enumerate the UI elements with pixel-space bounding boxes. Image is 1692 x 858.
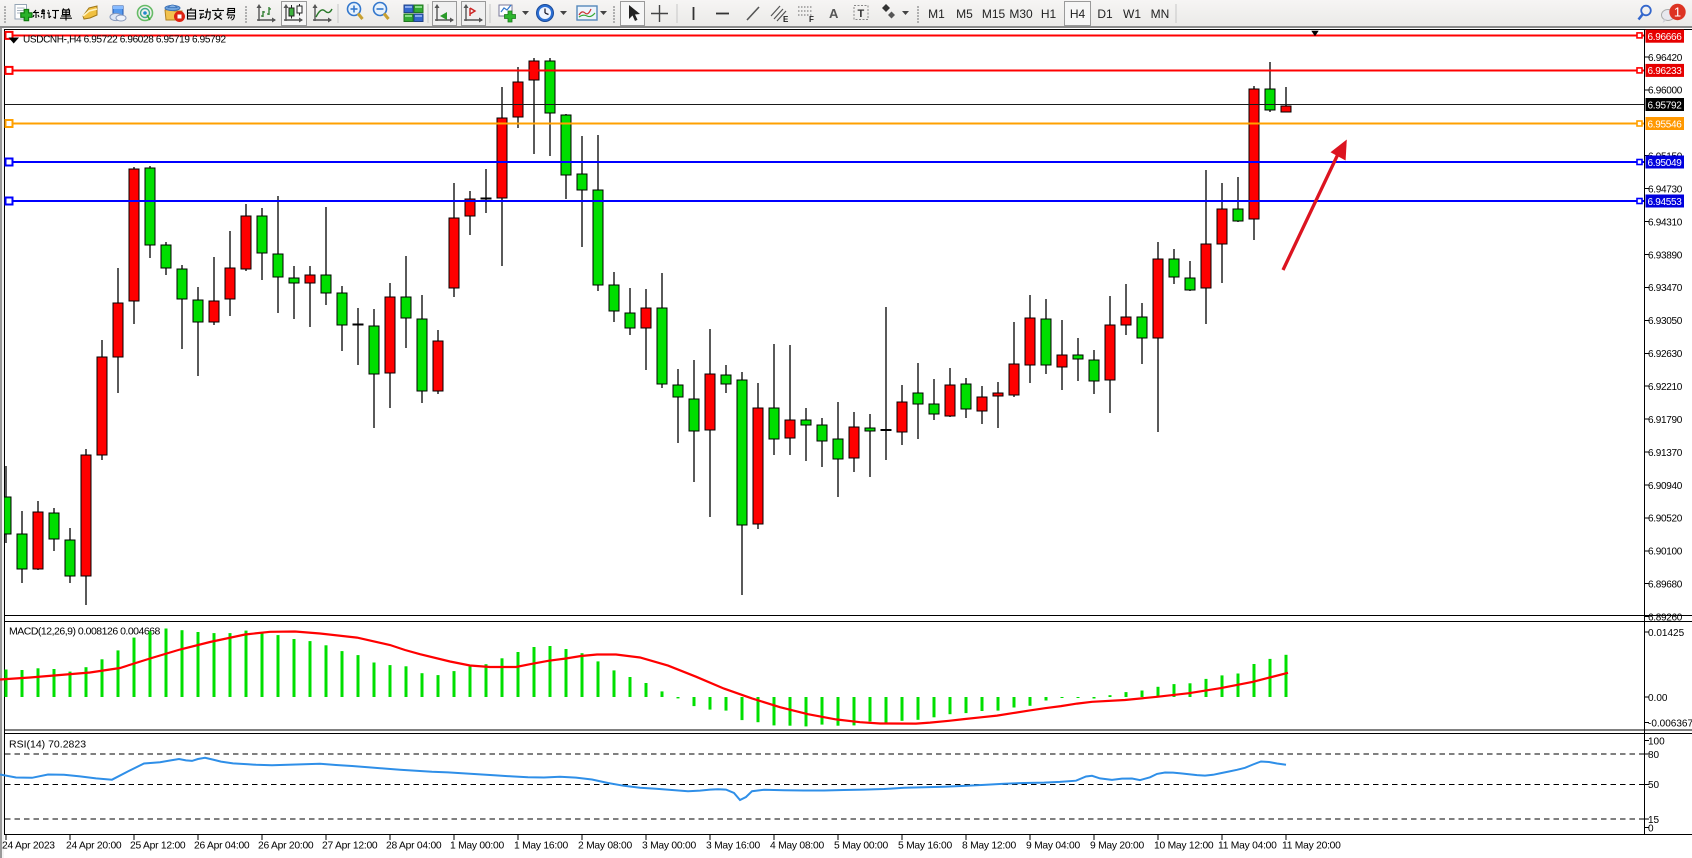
svg-text:1: 1 <box>1674 5 1681 20</box>
svg-text:6.93050: 6.93050 <box>1648 316 1683 327</box>
svg-text:6.92210: 6.92210 <box>1648 382 1683 393</box>
svg-text:26 Apr 04:00: 26 Apr 04:00 <box>194 841 250 852</box>
svg-text:M5: M5 <box>956 7 973 21</box>
svg-text:10 May 12:00: 10 May 12:00 <box>1154 841 1214 852</box>
svg-text:6.94310: 6.94310 <box>1648 217 1683 228</box>
svg-text:4 May 08:00: 4 May 08:00 <box>770 841 824 852</box>
svg-text:11 May 20:00: 11 May 20:00 <box>1282 841 1341 852</box>
svg-text:T: T <box>858 8 865 20</box>
svg-text:H4: H4 <box>1070 7 1086 21</box>
svg-text:8 May 12:00: 8 May 12:00 <box>962 841 1016 852</box>
svg-text:H1: H1 <box>1041 7 1057 21</box>
svg-text:6.93470: 6.93470 <box>1648 283 1683 294</box>
svg-text:6.95792: 6.95792 <box>1648 100 1683 111</box>
svg-text:M15: M15 <box>982 7 1006 21</box>
svg-text:6.90940: 6.90940 <box>1648 481 1683 492</box>
svg-text:USDCNH-,H4 6.95722 6.96028 6.: USDCNH-,H4 6.95722 6.96028 6.95719 6.957… <box>23 35 226 46</box>
svg-text:80: 80 <box>1648 750 1660 761</box>
svg-text:6.93890: 6.93890 <box>1648 250 1683 261</box>
svg-text:1 May 00:00: 1 May 00:00 <box>450 841 504 852</box>
svg-text:24 Apr 20:00: 24 Apr 20:00 <box>66 841 122 852</box>
svg-text:1 May 16:00: 1 May 16:00 <box>514 841 568 852</box>
svg-text:W1: W1 <box>1123 7 1141 21</box>
svg-text:5 May 00:00: 5 May 00:00 <box>834 841 888 852</box>
svg-text:3 May 00:00: 3 May 00:00 <box>642 841 696 852</box>
svg-text:E: E <box>783 15 789 24</box>
svg-text:6.96666: 6.96666 <box>1648 32 1683 43</box>
svg-text:6.89260: 6.89260 <box>1648 612 1683 623</box>
svg-text:0: 0 <box>1648 824 1654 835</box>
svg-text:6.90100: 6.90100 <box>1648 547 1683 558</box>
svg-text:28 Apr 04:00: 28 Apr 04:00 <box>386 841 442 852</box>
svg-text:15: 15 <box>1648 815 1660 826</box>
svg-text:0.00: 0.00 <box>1648 693 1668 704</box>
svg-text:9 May 20:00: 9 May 20:00 <box>1090 841 1144 852</box>
svg-text:2 May 08:00: 2 May 08:00 <box>578 841 632 852</box>
svg-text:6.96000: 6.96000 <box>1648 86 1683 97</box>
svg-text:6.94730: 6.94730 <box>1648 185 1683 196</box>
svg-text:6.91370: 6.91370 <box>1648 448 1683 459</box>
svg-text:0.01425: 0.01425 <box>1648 628 1685 639</box>
svg-text:26 Apr 20:00: 26 Apr 20:00 <box>258 841 314 852</box>
svg-text:F: F <box>809 15 814 24</box>
svg-text:6.92630: 6.92630 <box>1648 349 1683 360</box>
svg-text:6.91790: 6.91790 <box>1648 415 1683 426</box>
svg-text:100: 100 <box>1648 736 1665 747</box>
svg-text:6.95049: 6.95049 <box>1648 158 1683 169</box>
svg-text:MN: MN <box>1151 7 1170 21</box>
svg-text:9 May 04:00: 9 May 04:00 <box>1026 841 1080 852</box>
svg-text:-0.006367: -0.006367 <box>1648 718 1692 729</box>
svg-text:6.95546: 6.95546 <box>1648 119 1683 130</box>
svg-text:MACD(12,26,9) 0.008126 0.00466: MACD(12,26,9) 0.008126 0.004668 <box>9 626 161 638</box>
svg-text:D1: D1 <box>1097 7 1113 21</box>
svg-text:RSI(14) 70.2823: RSI(14) 70.2823 <box>9 739 86 751</box>
svg-text:6.90520: 6.90520 <box>1648 514 1683 525</box>
svg-text:24 Apr 2023: 24 Apr 2023 <box>2 841 55 852</box>
svg-text:27 Apr 12:00: 27 Apr 12:00 <box>322 841 378 852</box>
svg-text:M30: M30 <box>1009 7 1033 21</box>
svg-text:A: A <box>829 6 839 21</box>
svg-text:M1: M1 <box>928 7 945 21</box>
svg-text:25 Apr 12:00: 25 Apr 12:00 <box>130 841 186 852</box>
svg-text:3 May 16:00: 3 May 16:00 <box>706 841 760 852</box>
svg-text:50: 50 <box>1648 780 1660 791</box>
svg-text:11 May 04:00: 11 May 04:00 <box>1218 841 1277 852</box>
svg-text:6.96233: 6.96233 <box>1648 66 1683 77</box>
svg-text:6.96420: 6.96420 <box>1648 53 1683 64</box>
svg-text:6.89680: 6.89680 <box>1648 580 1683 591</box>
svg-text:5 May 16:00: 5 May 16:00 <box>898 841 952 852</box>
svg-text:6.94553: 6.94553 <box>1648 197 1683 208</box>
